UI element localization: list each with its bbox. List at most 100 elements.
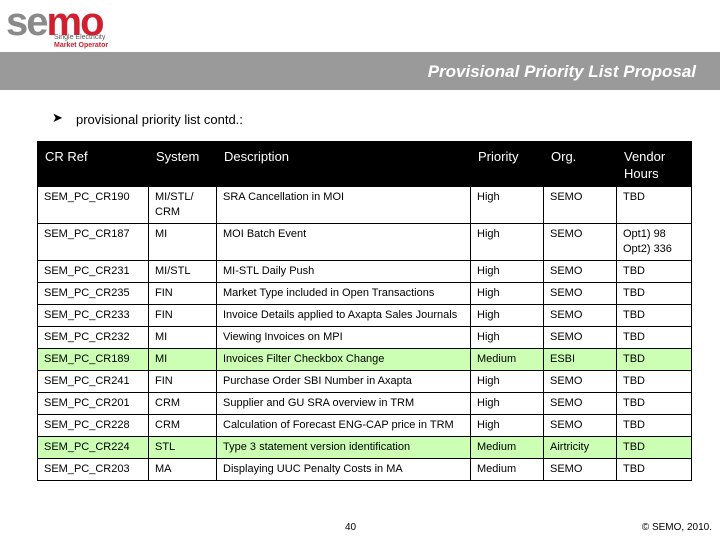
table-row: SEM_PC_CR190 MI/STL/ CRM SRA Cancellation … bbox=[37, 186, 692, 224]
org-cell: SEMO bbox=[543, 326, 617, 349]
page-title: Provisional Priority List Proposal bbox=[427, 62, 696, 81]
vendor-hours-cell: TBD bbox=[616, 414, 692, 437]
vendor-hours-cell: TBD bbox=[616, 370, 692, 393]
copyright-notice: © SEMO, 2010. bbox=[641, 522, 712, 533]
description-cell: MOI Batch Event bbox=[216, 223, 471, 261]
priority-cell: High bbox=[470, 392, 544, 415]
description-cell: Supplier and GU SRA overview in TRM bbox=[216, 392, 471, 415]
description-cell: Invoices Filter Checkbox Change bbox=[216, 348, 471, 371]
column-header-vendor-hours: Vendor Hours bbox=[616, 141, 692, 187]
vendor-hours-cell: TBD bbox=[616, 392, 692, 415]
logo-wordmark: semo bbox=[6, 0, 105, 44]
system-cell: CRM bbox=[148, 414, 217, 437]
system-cell: FIN bbox=[148, 304, 217, 327]
table-row: SEM_PC_CR241 FIN Purchase Order SBI Number… bbox=[37, 370, 692, 393]
column-header-system: System bbox=[148, 141, 217, 187]
org-cell: SEMO bbox=[543, 186, 617, 224]
org-cell: SEMO bbox=[543, 458, 617, 481]
priority-cell: Medium bbox=[470, 348, 544, 371]
system-cell: MA bbox=[148, 458, 217, 481]
cr-ref-cell: SEM_PC_CR224 bbox=[37, 436, 149, 459]
system-cell: MI bbox=[148, 348, 217, 371]
priority-list-table: CR Ref System Description Priority Org. … bbox=[37, 141, 692, 481]
org-cell: Airtricity bbox=[543, 436, 617, 459]
system-cell: MI/STL bbox=[148, 260, 217, 283]
system-cell: MI bbox=[148, 223, 217, 261]
description-cell: Displaying UUC Penalty Costs in MA bbox=[216, 458, 471, 481]
vendor-hours-cell: TBD bbox=[616, 326, 692, 349]
cr-ref-cell: SEM_PC_CR228 bbox=[37, 414, 149, 437]
vendor-hours-cell: TBD bbox=[616, 186, 692, 224]
cr-ref-cell: SEM_PC_CR201 bbox=[37, 392, 149, 415]
table-row: SEM_PC_CR224 STL Type 3 statement version … bbox=[37, 436, 692, 459]
semo-logo: semo Single Electricity Market Operator bbox=[6, 0, 146, 52]
priority-cell: High bbox=[470, 260, 544, 283]
description-cell: Invoice Details applied to Axapta Sales … bbox=[216, 304, 471, 327]
cr-ref-cell: SEM_PC_CR233 bbox=[37, 304, 149, 327]
priority-cell: High bbox=[470, 370, 544, 393]
org-cell: SEMO bbox=[543, 223, 617, 261]
description-cell: Type 3 statement version identification bbox=[216, 436, 471, 459]
cr-ref-cell: SEM_PC_CR232 bbox=[37, 326, 149, 349]
table-row: SEM_PC_CR228 CRM Calculation of Forecast E… bbox=[37, 414, 692, 437]
vendor-hours-cell: TBD bbox=[616, 348, 692, 371]
title-bar: Provisional Priority List Proposal bbox=[0, 52, 720, 90]
vendor-hours-cell: TBD bbox=[616, 458, 692, 481]
vendor-hours-cell: Opt1) 98 Opt2) 336 bbox=[616, 223, 692, 261]
table-row: SEM_PC_CR231 MI/STL MI-STL Daily Push High S… bbox=[37, 260, 692, 283]
description-cell: Viewing Invoices on MPI bbox=[216, 326, 471, 349]
table-row: SEM_PC_CR189 MI Invoices Filter Checkbox C… bbox=[37, 348, 692, 371]
table-row: SEM_PC_CR201 CRM Supplier and GU SRA overv… bbox=[37, 392, 692, 415]
cr-ref-cell: SEM_PC_CR235 bbox=[37, 282, 149, 305]
logo-tagline-line-1: Single Electricity bbox=[54, 34, 106, 41]
cr-ref-cell: SEM_PC_CR203 bbox=[37, 458, 149, 481]
org-cell: SEMO bbox=[543, 260, 617, 283]
system-cell: MI bbox=[148, 326, 217, 349]
priority-cell: Medium bbox=[470, 436, 544, 459]
system-cell: FIN bbox=[148, 370, 217, 393]
priority-cell: Medium bbox=[470, 458, 544, 481]
vendor-hours-cell: TBD bbox=[616, 436, 692, 459]
cr-ref-cell: SEM_PC_CR189 bbox=[37, 348, 149, 371]
table-row: SEM_PC_CR235 FIN Market Type included in O… bbox=[37, 282, 692, 305]
table-row: SEM_PC_CR187 MI MOI Batch Event High SEMO Opt… bbox=[37, 223, 692, 261]
org-cell: ESBI bbox=[543, 348, 617, 371]
cr-ref-cell: SEM_PC_CR241 bbox=[37, 370, 149, 393]
priority-cell: High bbox=[470, 223, 544, 261]
description-cell: SRA Cancellation in MOI bbox=[216, 186, 471, 224]
vendor-hours-cell: TBD bbox=[616, 260, 692, 283]
column-header-description: Description bbox=[216, 141, 471, 187]
priority-cell: High bbox=[470, 326, 544, 349]
page-number: 40 bbox=[345, 522, 357, 533]
logo-tagline: Single Electricity Market Operator bbox=[54, 34, 108, 50]
table-row: SEM_PC_CR232 MI Viewing Invoices on MPI Hig… bbox=[37, 326, 692, 349]
priority-cell: High bbox=[470, 282, 544, 305]
system-cell: STL bbox=[148, 436, 217, 459]
cr-ref-cell: SEM_PC_CR231 bbox=[37, 260, 149, 283]
vendor-hours-cell: TBD bbox=[616, 304, 692, 327]
system-cell: CRM bbox=[148, 392, 217, 415]
org-cell: SEMO bbox=[543, 392, 617, 415]
description-cell: MI-STL Daily Push bbox=[216, 260, 471, 283]
table-header-row: CR Ref System Description Priority Org. … bbox=[37, 141, 692, 187]
table-row: SEM_PC_CR203 MA Displaying UUC Penalty Cos… bbox=[37, 458, 692, 481]
table-row: SEM_PC_CR233 FIN Invoice Details applied t… bbox=[37, 304, 692, 327]
cr-ref-cell: SEM_PC_CR187 bbox=[37, 223, 149, 261]
logo-tagline-line-2: Market Operator bbox=[54, 42, 109, 49]
intro-text: provisional priority list contd.: bbox=[76, 112, 243, 127]
column-header-org: Org. bbox=[543, 141, 617, 187]
org-cell: SEMO bbox=[543, 304, 617, 327]
column-header-priority: Priority bbox=[470, 141, 544, 187]
column-header-cr-ref: CR Ref bbox=[37, 141, 149, 187]
vendor-hours-cell: TBD bbox=[616, 282, 692, 305]
system-cell: FIN bbox=[148, 282, 217, 305]
arrow-bullet-icon: ➤ bbox=[52, 110, 63, 125]
system-cell: MI/STL/ CRM bbox=[148, 186, 217, 224]
description-cell: Calculation of Forecast ENG-CAP price in… bbox=[216, 414, 471, 437]
description-cell: Purchase Order SBI Number in Axapta bbox=[216, 370, 471, 393]
org-cell: SEMO bbox=[543, 282, 617, 305]
org-cell: SEMO bbox=[543, 370, 617, 393]
description-cell: Market Type included in Open Transaction… bbox=[216, 282, 471, 305]
priority-cell: High bbox=[470, 186, 544, 224]
org-cell: SEMO bbox=[543, 414, 617, 437]
